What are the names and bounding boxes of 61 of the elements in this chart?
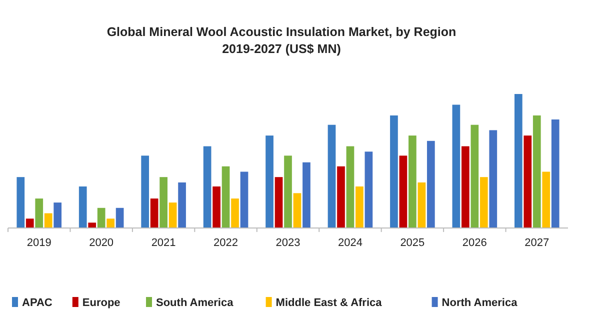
x-tick-label: 2021 (151, 237, 176, 249)
bar (532, 115, 541, 228)
bar (337, 166, 345, 228)
bar (462, 146, 470, 228)
bar (426, 140, 435, 228)
bar (231, 198, 239, 228)
bar (452, 104, 460, 228)
bar (168, 202, 177, 228)
bar (212, 186, 220, 228)
x-tick-label: 2025 (400, 237, 425, 249)
legend-label: APAC (22, 297, 52, 309)
bar (16, 177, 25, 228)
bar (222, 166, 230, 228)
bar (240, 172, 248, 228)
bar (97, 208, 106, 228)
bar (390, 115, 398, 228)
legend-label: South America (156, 297, 234, 309)
bar (408, 136, 416, 228)
bar (364, 152, 373, 228)
legend-label: North America (442, 297, 518, 309)
bar (141, 156, 150, 228)
bar (328, 124, 336, 228)
bar (266, 136, 274, 228)
x-tick-label: 2026 (462, 237, 487, 249)
bar (524, 136, 532, 228)
bar (480, 177, 488, 228)
x-tick-label: 2022 (214, 237, 238, 249)
bar (514, 94, 522, 228)
x-tick-label: 2020 (89, 237, 114, 249)
bar (150, 198, 158, 228)
bar (551, 119, 560, 228)
bar (26, 218, 34, 228)
bar (44, 213, 52, 228)
bar (54, 202, 62, 228)
bar (203, 146, 212, 228)
chart-title: Global Mineral Wool Acoustic Insulation Market, by Region (106, 25, 456, 39)
x-tick-label: 2024 (338, 237, 362, 249)
x-tick-label: 2027 (524, 237, 550, 249)
bar (356, 186, 364, 228)
bar (284, 156, 292, 228)
bar (116, 208, 124, 228)
bar (399, 156, 408, 228)
bar (106, 218, 114, 228)
bar (542, 172, 550, 228)
bar (470, 124, 479, 228)
x-tick-label: 2023 (276, 237, 300, 249)
bar (346, 146, 354, 228)
bar (274, 177, 283, 228)
chart-subtitle: 2019-2027 (US$ MN) (222, 42, 341, 56)
bar (35, 198, 44, 228)
legend-label: Europe (82, 297, 120, 309)
bar (88, 222, 96, 228)
legend-label: Middle East & Africa (276, 297, 383, 309)
bar (418, 182, 426, 228)
bar (489, 130, 498, 228)
x-tick-label: 2019 (26, 237, 52, 249)
bar (293, 193, 302, 228)
bar (302, 162, 310, 228)
bar (160, 177, 168, 228)
bar (78, 186, 87, 228)
bar (178, 182, 186, 228)
